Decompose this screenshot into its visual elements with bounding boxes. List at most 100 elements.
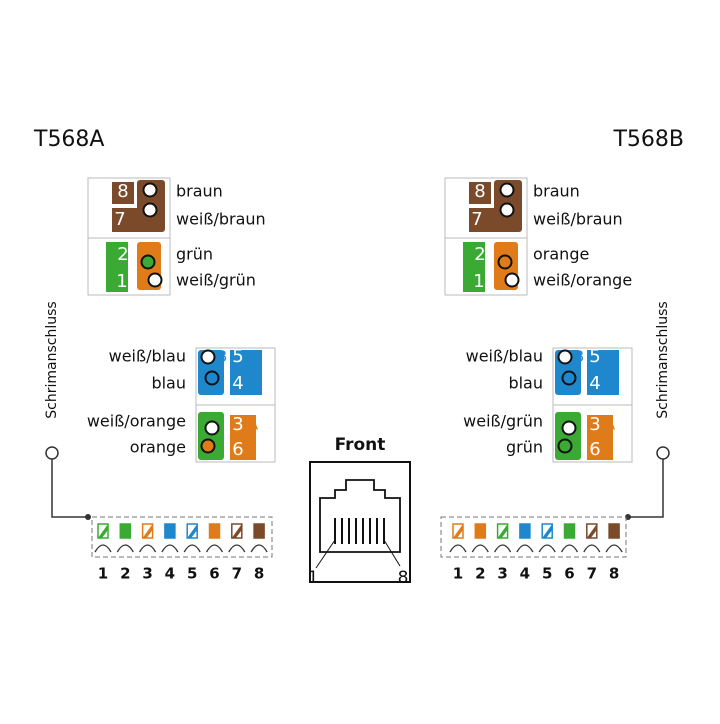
pin [516, 523, 534, 553]
contact [557, 438, 573, 454]
contact [204, 420, 220, 436]
pin-contact [183, 544, 201, 553]
pin-number: 6 [209, 565, 219, 583]
pin-number: 4 [520, 565, 530, 583]
tag-bg [230, 350, 262, 395]
wire-label: blau [151, 374, 186, 393]
pin-stripe [497, 524, 508, 538]
pin-strip [440, 516, 627, 558]
wire-label: braun [176, 182, 223, 201]
tag-bg [230, 415, 256, 460]
tag: 4 [232, 373, 243, 394]
jack-pin-label: 1 [308, 568, 319, 588]
tag: A [248, 416, 259, 434]
pin-stripe [142, 524, 153, 538]
tag: 3 [589, 414, 600, 435]
tag: 5 [232, 346, 243, 367]
jack-outer [309, 461, 411, 583]
wire-label: braun [533, 182, 580, 201]
pin-number: 7 [587, 565, 597, 583]
wire-label: weiß/braun [533, 210, 623, 229]
pin-contact [250, 544, 268, 553]
wire-label: weiß/orange [533, 271, 632, 290]
pin-wire [164, 523, 176, 539]
shield-wire [628, 459, 664, 518]
pin [449, 523, 467, 553]
shield-terminal [45, 446, 59, 460]
pin-contact [605, 544, 623, 553]
pin-number: 3 [142, 565, 152, 583]
pin [605, 523, 623, 553]
pin [161, 523, 179, 553]
pin-number: 2 [120, 565, 130, 583]
pointer [315, 539, 336, 569]
pin-contact [139, 544, 157, 553]
contact [499, 182, 515, 198]
tag: B [574, 348, 584, 366]
pin-contact [560, 544, 579, 553]
wire-label: weiß/blau [109, 347, 186, 366]
pin-number: 7 [232, 565, 242, 583]
pin [560, 523, 579, 553]
wire-label: orange [130, 438, 186, 457]
tag: 2 [117, 244, 128, 265]
contact [140, 254, 156, 270]
contact [561, 420, 577, 436]
pin [94, 523, 112, 553]
tag-bg [106, 242, 128, 292]
tag: A [107, 274, 117, 290]
pin-number: 6 [564, 565, 574, 583]
pin-stripe [98, 524, 108, 538]
tag: 6 [589, 439, 600, 460]
wire-label: weiß/grün [176, 271, 256, 290]
tag: B [217, 348, 227, 366]
pin-stripe [542, 524, 553, 538]
contact [147, 272, 163, 288]
pin-wire [208, 523, 221, 539]
tag: 6 [232, 439, 243, 460]
tag: 5 [589, 346, 600, 367]
pin [250, 523, 268, 553]
contact [200, 349, 216, 365]
pin [183, 523, 201, 553]
tag-bg [469, 182, 491, 204]
shield-terminal [656, 446, 670, 460]
contact [499, 202, 515, 218]
shield-label: Schrimanschluss [44, 301, 60, 418]
pin-contact [161, 544, 179, 553]
pin-number: 1 [98, 565, 108, 583]
pin-number: 5 [187, 565, 197, 583]
pin [139, 523, 157, 553]
pin-contact [228, 544, 246, 553]
wire-label: weiß/orange [87, 412, 186, 431]
pin-number: 5 [542, 565, 552, 583]
pin-stripe [187, 524, 198, 538]
tag: 2 [474, 244, 485, 265]
tag: B [492, 214, 502, 230]
pin-number: 2 [475, 565, 485, 583]
pin-wire [474, 523, 487, 539]
contact [142, 182, 158, 198]
tag: 7 [114, 209, 125, 230]
pointer [383, 539, 401, 567]
contact [200, 438, 216, 454]
pin-stripe [453, 524, 463, 538]
pin [116, 523, 134, 553]
tag: A [605, 416, 616, 434]
contact [204, 370, 220, 386]
pin-stripe [231, 524, 242, 538]
tag: 4 [589, 373, 600, 394]
pin-contact [583, 544, 601, 553]
tag: B [135, 214, 145, 230]
contact [497, 254, 513, 270]
pin-number: 4 [165, 565, 175, 583]
pin-wire [119, 523, 132, 539]
pin-stripe [586, 524, 597, 538]
tag: 3 [232, 414, 243, 435]
pin-contact [94, 544, 112, 553]
pin-contact [494, 544, 512, 553]
pin [494, 523, 512, 553]
pin-contact [449, 544, 467, 553]
tag: 8 [474, 181, 485, 202]
